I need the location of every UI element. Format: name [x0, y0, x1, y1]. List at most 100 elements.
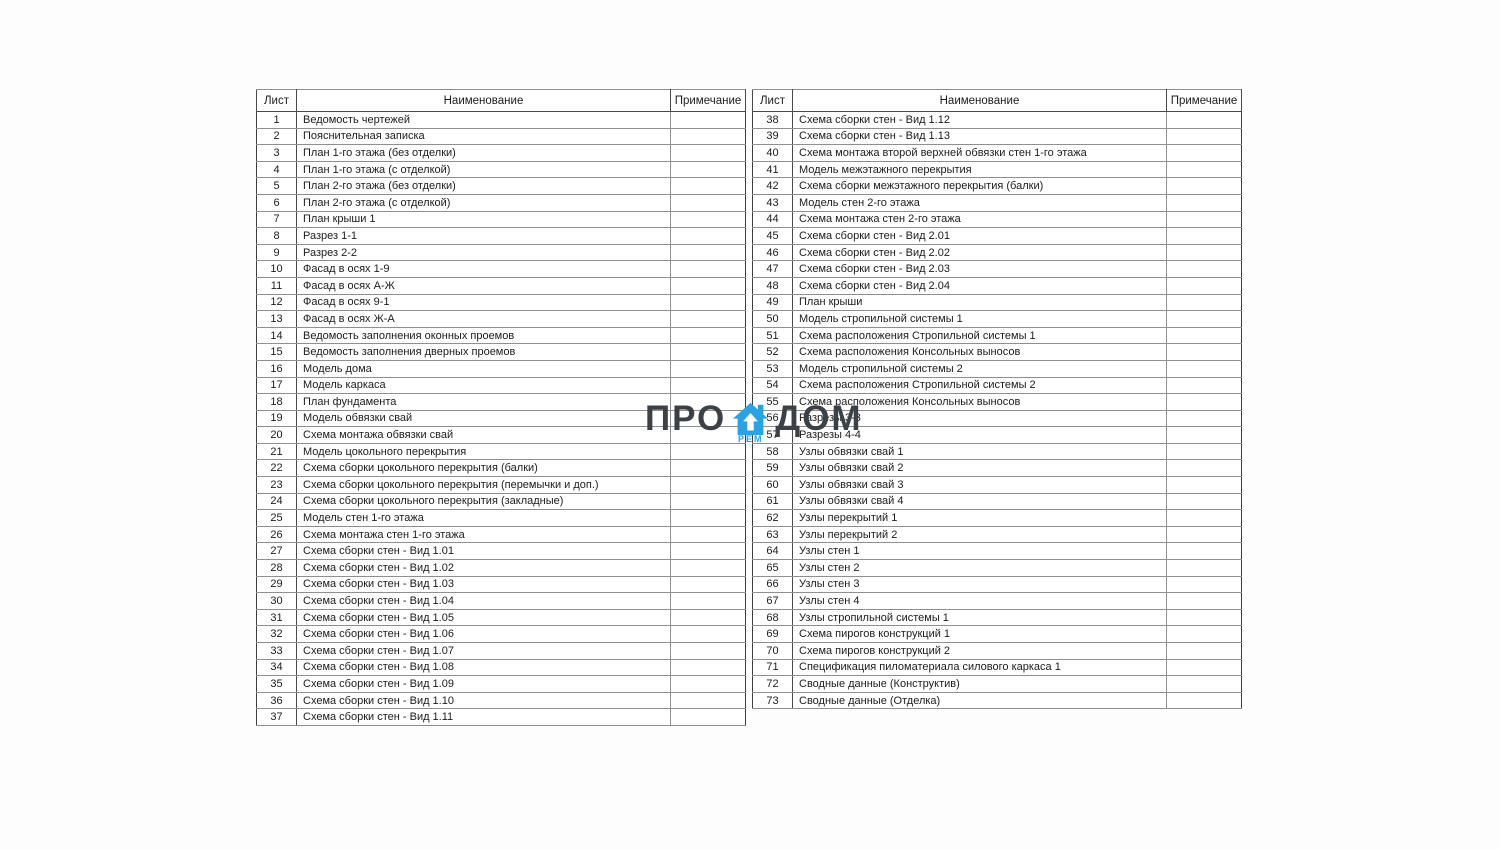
sheet-name-cell: Пояснительная записка	[296, 127, 671, 146]
sheet-number-cell: 49	[752, 293, 793, 312]
prodom-watermark-logo: ПРО РЕМ ДОМ	[645, 399, 863, 444]
table-row: 21 Модель цокольного перекрытия	[256, 442, 746, 461]
col-header-sheet: Лист	[256, 89, 297, 112]
sheet-name-cell: Схема сборки стен - Вид 1.09	[296, 675, 671, 693]
note-cell	[670, 343, 746, 361]
sheet-name-cell: Узлы обвязки свай 1	[792, 442, 1167, 461]
note-cell	[1166, 227, 1242, 245]
sheet-number-cell: 63	[752, 525, 793, 544]
note-cell	[1166, 160, 1242, 179]
sheet-name-cell: Модель межэтажного перекрытия	[792, 160, 1167, 179]
note-cell	[670, 177, 746, 195]
table-row: 13 Фасад в осях Ж-А	[256, 310, 746, 328]
note-cell	[1166, 243, 1242, 262]
sheet-register-table-2: Лист Наименование Примечание 38 Схема сбо…	[752, 89, 1242, 710]
sheet-number-cell: 17	[256, 376, 297, 395]
sheet-number-cell: 41	[752, 160, 793, 179]
col-header-note: Примечание	[670, 89, 746, 112]
note-cell	[1166, 293, 1242, 312]
note-cell	[1166, 525, 1242, 544]
sheet-number-cell: 28	[256, 559, 297, 577]
sheet-name-cell: Схема монтажа стен 1-го этажа	[296, 525, 671, 544]
sheet-name-cell: Узлы стен 4	[792, 592, 1167, 610]
note-cell	[670, 359, 746, 378]
table-row: 26 Схема монтажа стен 1-го этажа	[256, 525, 746, 544]
table-row: 45 Схема сборки стен - Вид 2.01	[752, 227, 1242, 245]
sheet-number-cell: 23	[256, 476, 297, 494]
sheet-number-cell: 37	[256, 708, 297, 726]
sheet-number-cell: 22	[256, 459, 297, 478]
sheet-number-cell: 45	[752, 227, 793, 245]
table-row: 7 План крыши 1	[256, 210, 746, 229]
table-row: 9 Разрез 2-2	[256, 243, 746, 262]
sheet-number-cell: 18	[256, 393, 297, 411]
sheet-name-cell: Схема сборки стен - Вид 1.10	[296, 691, 671, 710]
table-row: 29 Схема сборки стен - Вид 1.03	[256, 575, 746, 594]
note-cell	[1166, 409, 1242, 428]
watermark-sub-text: РЕМ	[738, 434, 764, 444]
sheet-number-cell: 21	[256, 442, 297, 461]
sheet-name-cell: Схема сборки стен - Вид 1.04	[296, 592, 671, 610]
sheet-number-cell: 44	[752, 210, 793, 229]
table-row: 61 Узлы обвязки свай 4	[752, 492, 1242, 511]
sheet-number-cell: 42	[752, 177, 793, 195]
note-cell	[1166, 459, 1242, 478]
sheet-name-cell: Модель стен 2-го этажа	[792, 193, 1167, 212]
note-cell	[1166, 393, 1242, 411]
sheet-name-cell: Схема сборки стен - Вид 1.13	[792, 127, 1167, 146]
sheet-number-cell: 71	[752, 658, 793, 677]
table-row: 24 Схема сборки цокольного перекрытия (за…	[256, 492, 746, 511]
table-header: Лист Наименование Примечание	[256, 89, 746, 112]
sheet-number-cell: 26	[256, 525, 297, 544]
sheet-number-cell: 32	[256, 625, 297, 643]
sheet-name-cell: Сводные данные (Отделка)	[792, 691, 1167, 710]
sheet-name-cell: Узлы перекрытий 1	[792, 509, 1167, 527]
note-cell	[1166, 675, 1242, 693]
table-row: 49 План крыши	[752, 293, 1242, 312]
table-row: 42 Схема сборки межэтажного перекрытия (б…	[752, 177, 1242, 195]
sheet-name-cell: План 1-го этажа (без отделки)	[296, 144, 671, 162]
table-row: 41 Модель межэтажного перекрытия	[752, 160, 1242, 179]
note-cell	[1166, 542, 1242, 561]
note-cell	[1166, 260, 1242, 278]
table-row: 35 Схема сборки стен - Вид 1.09	[256, 675, 746, 693]
table-row: 25 Модель стен 1-го этажа	[256, 509, 746, 527]
watermark-text-right: ДОМ	[775, 399, 863, 438]
note-cell	[1166, 144, 1242, 162]
sheet-number-cell: 54	[752, 376, 793, 395]
note-cell	[1166, 658, 1242, 677]
sheet-number-cell: 29	[256, 575, 297, 594]
note-cell	[1166, 575, 1242, 594]
table-header: Лист Наименование Примечание	[752, 89, 1242, 112]
sheet-name-cell: План 2-го этажа (с отделкой)	[296, 193, 671, 212]
table-row: 69 Схема пирогов конструкций 1	[752, 625, 1242, 643]
note-cell	[670, 476, 746, 494]
note-cell	[1166, 642, 1242, 660]
sheet-name-cell: Схема сборки стен - Вид 1.06	[296, 625, 671, 643]
sheet-name-cell: Схема сборки стен - Вид 1.03	[296, 575, 671, 594]
sheet-name-cell: Схема расположения Стропильной системы 1	[792, 326, 1167, 345]
note-cell	[670, 559, 746, 577]
watermark-icon-block: РЕМ	[732, 402, 769, 444]
col-header-name: Наименование	[792, 89, 1167, 112]
note-cell	[1166, 426, 1242, 444]
table-row: 3 План 1-го этажа (без отделки)	[256, 144, 746, 162]
note-cell	[1166, 359, 1242, 378]
table-row: 47 Схема сборки стен - Вид 2.03	[752, 260, 1242, 278]
note-cell	[670, 608, 746, 627]
sheet-number-cell: 72	[752, 675, 793, 693]
sheet-name-cell: Модель каркаса	[296, 376, 671, 395]
table-row: 37 Схема сборки стен - Вид 1.11	[256, 708, 746, 726]
table-row: 52 Схема расположения Консольных выносов	[752, 343, 1242, 361]
house-arrow-up-icon	[733, 402, 769, 436]
table-row: 53 Модель стропильной системы 2	[752, 359, 1242, 378]
sheet-number-cell: 36	[256, 691, 297, 710]
note-cell	[670, 227, 746, 245]
sheet-number-cell: 51	[752, 326, 793, 345]
sheet-name-cell: Схема монтажа стен 2-го этажа	[792, 210, 1167, 229]
sheet-name-cell: Схема пирогов конструкций 2	[792, 642, 1167, 660]
sheet-name-cell: Схема сборки стен - Вид 1.12	[792, 111, 1167, 129]
note-cell	[1166, 476, 1242, 494]
sheet-name-cell: Схема сборки цокольного перекрытия (закл…	[296, 492, 671, 511]
note-cell	[1166, 193, 1242, 212]
